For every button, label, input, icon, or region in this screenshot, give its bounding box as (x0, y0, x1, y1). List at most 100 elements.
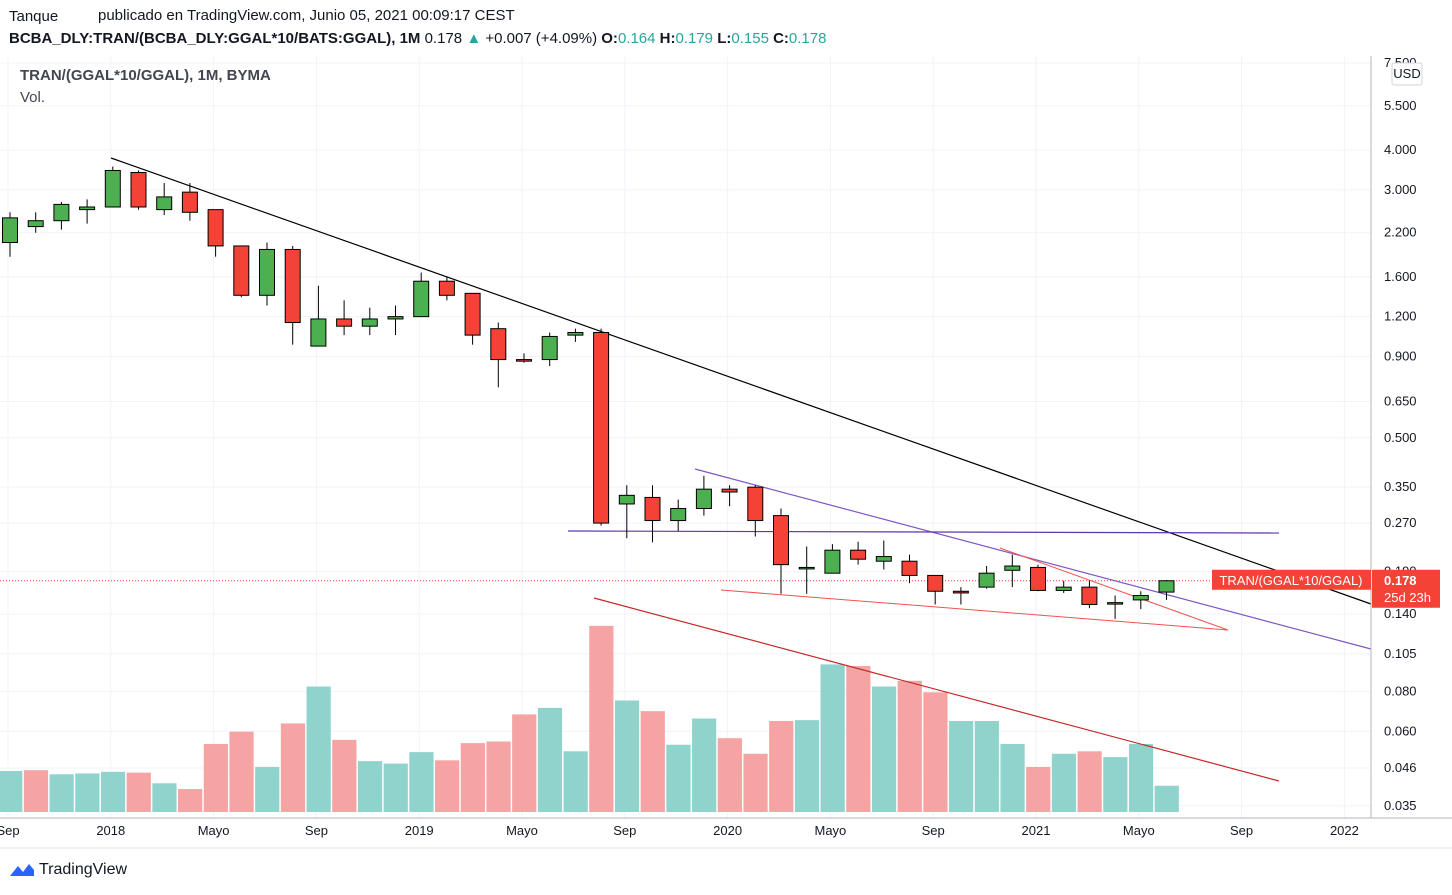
chart-header: Tanque publicado en TradingView.com, Jun… (0, 0, 1452, 56)
open-value: 0.164 (617, 30, 656, 47)
candle-body (618, 494, 635, 505)
volume-bar (769, 720, 794, 812)
currency-label: USD (1393, 66, 1420, 81)
price-tick-label: 0.140 (1384, 606, 1417, 621)
volume-bar (357, 761, 383, 812)
candle-body (644, 496, 661, 522)
series-legend[interactable]: TRAN/(GGAL*10/GGAL), 1M, BYMA (20, 67, 271, 84)
volume-bar (589, 625, 614, 812)
wedge-upper-line (999, 547, 1229, 631)
plot-background (0, 56, 1371, 818)
candle-body (79, 206, 96, 211)
volume-bar (75, 773, 100, 812)
currency-badge (1391, 62, 1423, 86)
series-name-tag (1212, 569, 1371, 590)
price-tick-label: 0.046 (1384, 760, 1417, 775)
time-tick-label: Sep (305, 823, 328, 838)
volume-bar (1051, 753, 1077, 812)
candle-body (1107, 602, 1124, 605)
volume-bar (460, 743, 485, 812)
time-tick-label: Sep (922, 823, 945, 838)
candle-body (156, 196, 173, 211)
candle-body (721, 488, 738, 493)
time-axis[interactable]: Sep 2018 Mayo Sep 2019 Mayo Sep 2020 Mayo Sep 2021… (0, 823, 1359, 838)
candle-body (567, 332, 584, 336)
candle-body (747, 486, 764, 522)
volume-bars (0, 625, 1179, 812)
candle-body (593, 332, 610, 524)
volume-bar (1154, 785, 1179, 812)
candle-body (259, 248, 275, 296)
volume-bar (332, 739, 357, 812)
triangle-up-icon: ▲ (466, 30, 482, 47)
volume-bar (871, 686, 897, 812)
candle-body (104, 169, 121, 208)
volume-bar (255, 766, 280, 812)
volume-bar (280, 723, 306, 812)
candle-body (361, 318, 378, 327)
price-tick-label: 1.200 (1384, 309, 1417, 324)
price-tick-label: 5.500 (1384, 98, 1417, 113)
symbol-ohlc-line: BCBA_DLY:TRAN/(BCBA_DLY:GGAL*10/BATS:GGA… (9, 30, 826, 47)
price-tick-label: 0.500 (1384, 430, 1417, 445)
volume-bar (846, 666, 871, 812)
candle-body (516, 359, 532, 362)
trend-line-purple (694, 468, 1372, 650)
volume-bar (614, 700, 640, 812)
price-tick-label: 0.350 (1384, 479, 1417, 494)
candle-body (1081, 586, 1098, 605)
volume-bar (1000, 743, 1025, 812)
volume-bar (717, 738, 742, 812)
author-name[interactable]: Tanque (9, 8, 59, 25)
candle-body (490, 328, 507, 361)
tradingview-footer[interactable]: TradingView (9, 861, 127, 879)
time-tick-label: Mayo (815, 823, 847, 838)
candle-body (1004, 565, 1021, 571)
volume-bar (100, 771, 126, 812)
candle-body (207, 209, 224, 247)
candle-body (2, 217, 18, 244)
price-tick-label: 0.035 (1384, 798, 1417, 813)
close-value: 0.178 (788, 30, 827, 47)
price-tick-label: 2.200 (1384, 225, 1417, 240)
candle-body (850, 549, 867, 560)
publish-info: publicado en TradingView.com, Junio 05, … (98, 7, 515, 24)
time-tick-label: Sep (1230, 823, 1253, 838)
time-tick-label: 2021 (1022, 823, 1051, 838)
candle-body (541, 335, 558, 361)
volume-bar (666, 744, 691, 812)
volume-bar (306, 686, 331, 812)
candle-body (1055, 586, 1072, 591)
volume-bar (923, 692, 948, 812)
volume-legend[interactable]: Vol. (20, 89, 46, 106)
candlesticks (2, 166, 1175, 620)
candle-body (927, 574, 944, 592)
time-tick-label: 2019 (405, 823, 434, 838)
close-label: C: (773, 30, 789, 47)
volume-bar (743, 753, 768, 812)
countdown-label: 25d 23h (1384, 590, 1431, 605)
volume-bar (640, 711, 665, 812)
trend-line-long (110, 157, 1372, 605)
tradingview-logo-icon (10, 864, 34, 876)
volume-bar (949, 720, 974, 812)
candle-body (336, 318, 353, 327)
time-tick-label: Sep (613, 823, 636, 838)
candle-body (824, 549, 841, 574)
open-label: O: (601, 30, 618, 47)
price-change: +0.007 (+4.09%) (485, 30, 598, 47)
volume-bar (126, 772, 151, 812)
volume-bar (0, 771, 23, 812)
trend-lines (0, 157, 1372, 782)
volume-bar (383, 763, 408, 812)
volume-bar (512, 714, 537, 812)
candle-body (978, 572, 995, 588)
price-tick-label: 3.000 (1384, 182, 1417, 197)
price-tag (1372, 569, 1440, 608)
volume-bar (820, 664, 845, 812)
price-axis[interactable]: 7.5005.5004.0003.0002.2001.6001.2000.900… (1384, 55, 1417, 813)
candle-body (773, 515, 789, 566)
candle-body (952, 590, 969, 594)
time-tick-label: Mayo (198, 823, 230, 838)
